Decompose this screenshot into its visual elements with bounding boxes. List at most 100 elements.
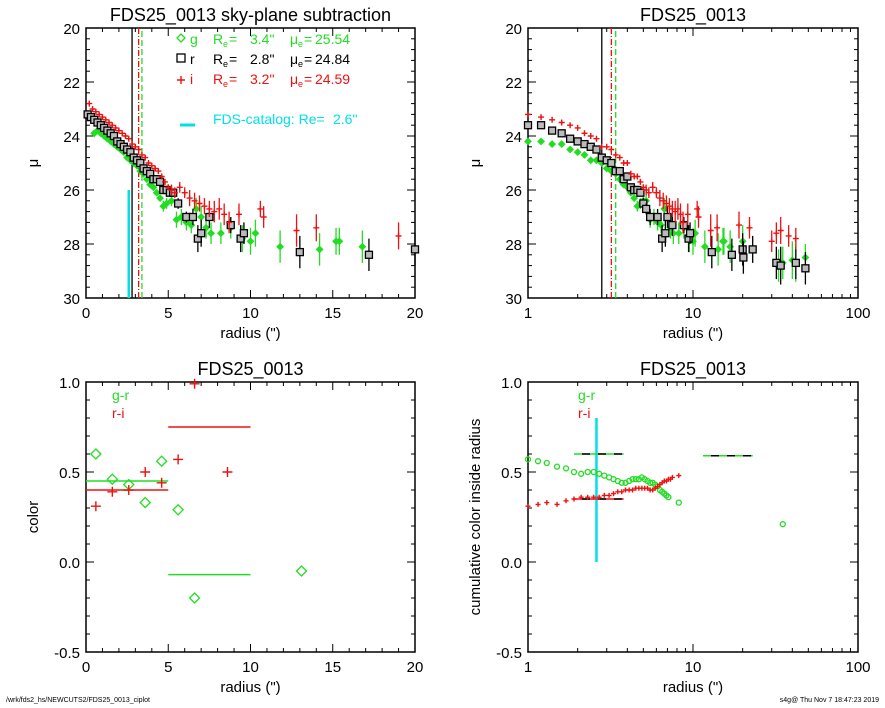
data-point [557,140,566,149]
legend-band: i [190,71,193,87]
data-point [663,212,672,222]
data-point [685,229,695,238]
data-point [525,503,531,509]
data-point [246,237,255,246]
data-point [538,114,545,121]
data-point [672,208,679,215]
data-point [155,168,162,175]
x-tick-label: 0 [82,659,90,676]
data-point [700,242,709,251]
footer-file-path: /wrk/fds2_hs/NEWCUTS2/FDS25_0013_ciplot [6,697,150,704]
chart-title: FDS25_0013 [640,5,746,26]
data-point [591,494,597,500]
data-point [107,486,118,497]
series-r-i [90,378,233,512]
legend: g-r r-i [578,387,595,421]
data-point [574,124,581,131]
series-g [90,126,367,266]
data-point [593,135,600,142]
data-point [566,145,575,154]
data-point [592,145,601,154]
y-axis: 20 22 24 26 28 30 [505,21,858,308]
legend-r-i: r-i [112,405,124,421]
data-point [196,229,206,238]
y-tick-label: 24 [505,129,522,146]
data-point [145,160,152,166]
data-point [567,122,574,129]
data-point [680,219,687,226]
y-tick-label: 20 [63,21,80,38]
legend-mu-sub: e [298,39,303,49]
legend-mu-symbol: μ [290,71,298,87]
data-point [207,229,215,238]
x-axis-label: radius (") [663,325,723,342]
data-point [558,119,565,126]
data-point [557,129,566,138]
legend-mu-eq: = [304,31,312,47]
data-point [257,205,264,212]
data-point [152,165,159,172]
data-point [158,173,165,180]
data-point [156,477,167,488]
data-point [89,448,102,460]
data-point [596,470,603,477]
data-point [152,188,161,197]
data-point [584,468,591,476]
x-axis: 1 10 100 [524,382,871,676]
data-point [563,498,569,504]
data-point [102,116,109,123]
data-point [260,214,267,220]
data-point [132,143,139,150]
data-point [663,200,670,207]
data-point [293,227,300,234]
series-i [86,100,402,250]
x-tick-label: 5 [164,659,172,676]
data-point [618,479,625,486]
data-point [649,184,656,191]
legend-band: g [190,31,198,47]
data-point [562,465,570,472]
data-point [222,467,233,477]
data-point [186,195,193,202]
data-point [525,111,531,118]
data-point [148,162,155,169]
y-tick-label: -0.5 [496,645,522,662]
data-point [656,195,663,202]
data-point [578,470,585,477]
x-tick-label: 20 [407,659,424,676]
x-tick-label: 15 [324,305,341,322]
data-point [554,501,560,507]
data-point [167,196,176,205]
data-point [630,487,636,493]
x-tick-label: 0 [82,305,90,322]
series-g-r [524,456,786,528]
data-point [553,463,561,470]
x-tick-label: 1 [524,305,532,322]
data-point [580,150,589,159]
data-point [115,127,122,134]
x-tick-label: 100 [845,305,870,322]
data-point [586,156,595,165]
data-point [90,501,101,512]
y-tick-label: 0.0 [501,555,522,572]
data-point [135,146,142,153]
data-point [239,229,249,238]
y-tick-label: 28 [505,237,522,254]
data-point [735,222,742,229]
data-point [191,197,198,204]
legend-re-value: 3.4" [250,31,274,47]
y-tick-label: 0.5 [501,465,522,482]
data-point [395,232,402,239]
data-point [616,154,623,161]
y-tick-label: -0.5 [54,645,80,662]
legend: g-r r-i [112,387,129,421]
data-point [125,135,132,142]
y-axis-label: color [25,501,42,534]
series-r [83,110,420,271]
data-point [523,121,533,130]
data-point [581,130,588,137]
data-point [96,111,103,118]
chart-cumulative-color-log: FDS25_0013 1 10 100 radius (") -0.5 0.0 0.5 1.0 c… [467,359,871,696]
data-point [587,133,594,139]
data-point [197,213,206,221]
